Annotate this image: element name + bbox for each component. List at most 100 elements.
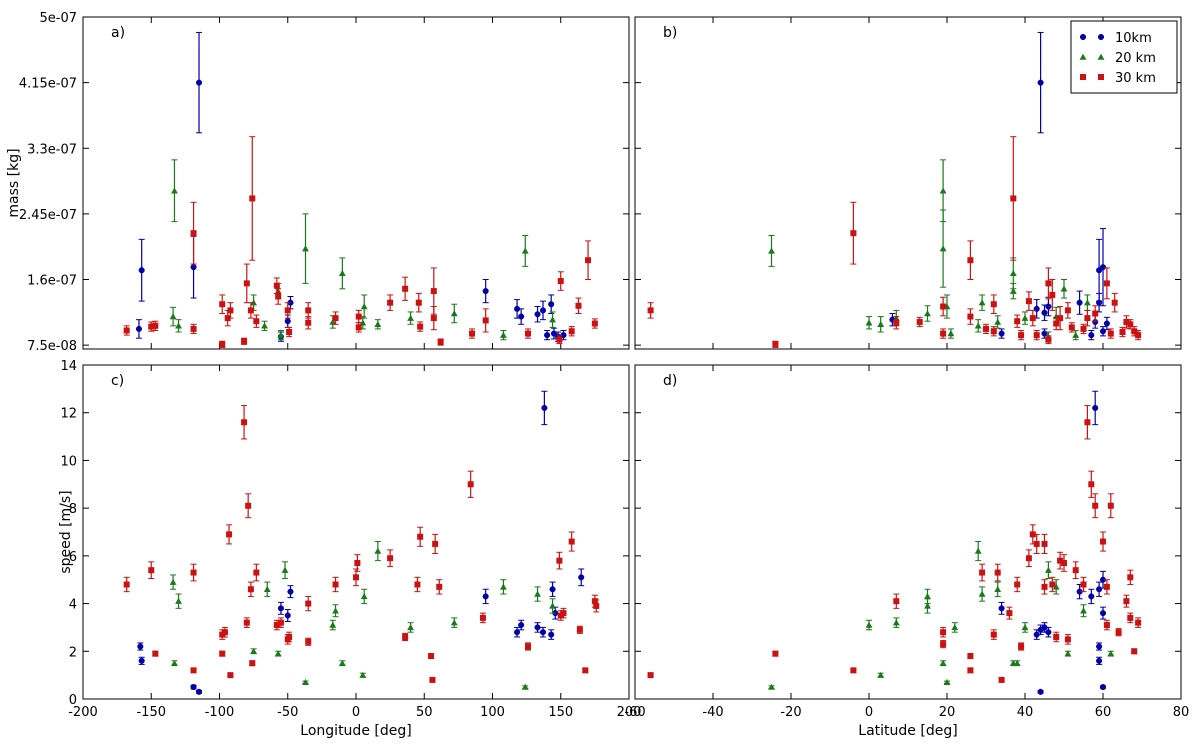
data-point [332, 581, 339, 588]
data-point [250, 647, 258, 655]
data-point [1084, 315, 1091, 322]
data-point [415, 299, 422, 306]
data-point [175, 597, 182, 604]
data-point [247, 586, 254, 593]
data-point [1037, 688, 1044, 695]
data-point [275, 293, 282, 300]
data-point [998, 330, 1005, 337]
data-point [305, 319, 312, 326]
data-point [195, 79, 203, 86]
data-point [1009, 269, 1017, 277]
data-point [1096, 299, 1103, 306]
data-point [374, 547, 382, 554]
data-point [338, 659, 346, 666]
data-point [974, 547, 982, 554]
data-point [541, 404, 548, 411]
data-point [924, 310, 931, 317]
data-point [1107, 330, 1114, 337]
data-point [450, 310, 458, 317]
data-point [1037, 79, 1044, 86]
data-point [429, 676, 436, 683]
data-point [514, 629, 521, 636]
data-point [152, 650, 159, 657]
y-axis-label: mass [kg] [6, 148, 22, 217]
data-point [983, 325, 989, 332]
data-point [355, 313, 362, 320]
y-tick-label: 10 [60, 454, 77, 469]
panel-label: b) [663, 25, 677, 41]
data-point [951, 624, 959, 631]
data-point [148, 323, 155, 330]
data-point [273, 282, 280, 289]
data-point [152, 322, 159, 329]
series-30km [647, 405, 1142, 683]
data-point [534, 311, 541, 318]
data-point [940, 641, 947, 648]
data-point [171, 187, 178, 194]
x-tick-label: 80 [1173, 705, 1190, 720]
data-point [1061, 560, 1067, 567]
data-point [892, 619, 900, 626]
data-point [1021, 314, 1029, 321]
panel-d: -60 -40 -20 0 20 40 60 80 d) Latitude [deg] [624, 364, 1190, 739]
data-point [286, 329, 293, 336]
data-point [436, 583, 443, 590]
data-point [1041, 309, 1048, 316]
legend-label: 10km [1115, 31, 1152, 46]
data-layer [647, 31, 1142, 348]
data-point [138, 657, 145, 664]
data-point [1123, 598, 1130, 605]
data-point [582, 667, 589, 674]
x-tick-label: 50 [416, 705, 433, 720]
data-point [768, 247, 775, 254]
data-point [940, 629, 947, 636]
legend-entry: 20 km [1079, 51, 1156, 66]
data-point [1123, 318, 1130, 325]
data-point [939, 245, 947, 252]
data-point [243, 280, 250, 287]
series-10km [137, 390, 585, 695]
x-tick-label: -40 [702, 705, 723, 720]
panel-label: c) [111, 373, 124, 389]
y-tick-label: 12 [60, 407, 77, 422]
data-point [990, 631, 997, 638]
data-point [578, 574, 585, 581]
x-tick-label: 200 [617, 705, 642, 720]
axes-frame [82, 16, 630, 350]
data-point [1049, 291, 1056, 298]
data-point [1119, 329, 1126, 336]
data-point [967, 667, 974, 674]
data-point [967, 257, 974, 264]
data-point [568, 328, 575, 335]
data-point [1096, 643, 1103, 650]
y-tick-label: 1.6e-07 [27, 274, 77, 289]
data-point [1099, 684, 1107, 691]
data-point [1057, 557, 1064, 564]
data-point [544, 332, 551, 339]
data-point [354, 560, 361, 567]
data-point [482, 593, 489, 600]
data-point [1096, 657, 1103, 664]
data-point [302, 678, 309, 686]
data-point [1088, 332, 1095, 339]
data-point [521, 683, 529, 690]
y-tick-label: 7.5e-08 [27, 339, 77, 354]
data-point [1053, 320, 1060, 327]
x-tick-label: 40 [1017, 705, 1034, 720]
series-10km [135, 31, 567, 342]
data-point [1103, 583, 1110, 590]
data-point [1033, 332, 1040, 339]
data-point [524, 330, 531, 337]
data-point [221, 629, 228, 636]
data-point [169, 578, 177, 585]
legend-marker [1079, 53, 1087, 60]
legend-marker [1080, 74, 1086, 80]
data-point [482, 288, 489, 295]
data-point [1064, 636, 1071, 643]
legend-entry: 10km [1079, 31, 1152, 46]
data-point [1080, 581, 1087, 588]
series-20km [169, 541, 556, 690]
series-10km [998, 390, 1107, 695]
data-layer [647, 390, 1142, 695]
